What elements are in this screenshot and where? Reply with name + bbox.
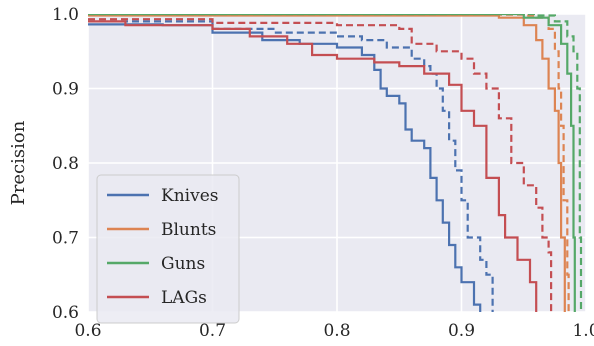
legend-box: [96, 174, 240, 324]
y-tick-label: 0.8: [52, 154, 79, 174]
y-tick-label: 0.9: [52, 80, 79, 100]
series-line-guns-dashed: [88, 14, 583, 312]
x-tick-label: 0.6: [74, 321, 101, 341]
legend-label-blunts: Blunts: [161, 220, 216, 240]
series-line-lags-dashed: [88, 18, 553, 312]
series-line-knives-solid: [88, 23, 482, 312]
x-tick-label: 0.7: [199, 321, 226, 341]
legend: Knives Blunts Guns LAGs: [96, 174, 240, 324]
x-tick-label: 0.9: [448, 321, 475, 341]
legend-label-guns: Guns: [161, 254, 205, 274]
x-tick-label: 1.0: [572, 321, 594, 341]
x-tick-label: 0.8: [323, 321, 350, 341]
y-tick-label: 0.7: [52, 229, 79, 249]
series-line-blunts-dashed: [88, 14, 570, 312]
y-tick-label: 0.6: [52, 303, 79, 323]
y-tick-label: 1.0: [52, 5, 79, 25]
series-lines: [88, 14, 583, 312]
y-axis-label: Precision: [8, 120, 29, 205]
series-line-blunts-solid: [88, 14, 566, 312]
legend-label-knives: Knives: [161, 186, 218, 206]
tick-labels: 0.6 0.7 0.8 0.9 1.0 0.6 0.7 0.8 0.9 1.0: [52, 5, 594, 341]
series-line-guns-solid: [88, 14, 576, 312]
series-line-lags-solid: [88, 20, 538, 312]
legend-label-lags: LAGs: [161, 288, 207, 308]
